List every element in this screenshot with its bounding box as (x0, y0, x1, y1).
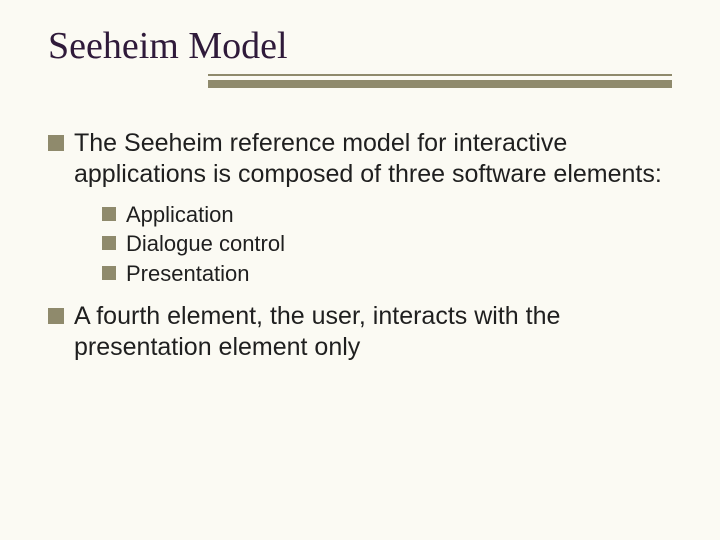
list-item-text: Application (126, 201, 672, 229)
slide: Seeheim Model The Seeheim reference mode… (0, 0, 720, 540)
list-item-text: The Seeheim reference model for interact… (74, 128, 672, 191)
square-bullet-icon (48, 308, 64, 324)
title-underline (48, 74, 672, 88)
list-item: Presentation (102, 260, 672, 288)
title-underline-thin (208, 74, 672, 76)
list-item: A fourth element, the user, interacts wi… (48, 301, 672, 364)
square-bullet-icon (48, 135, 64, 151)
title-underline-thick (208, 80, 672, 88)
list-item: Application (102, 201, 672, 229)
list-item-text: Dialogue control (126, 230, 672, 258)
list-item: The Seeheim reference model for interact… (48, 128, 672, 191)
square-bullet-icon (102, 207, 116, 221)
list-item-text: Presentation (126, 260, 672, 288)
square-bullet-icon (102, 266, 116, 280)
slide-title: Seeheim Model (48, 24, 672, 68)
title-block: Seeheim Model (48, 24, 672, 88)
list-item-text: A fourth element, the user, interacts wi… (74, 301, 672, 364)
square-bullet-icon (102, 236, 116, 250)
slide-body: The Seeheim reference model for interact… (48, 128, 672, 364)
list-item: Dialogue control (102, 230, 672, 258)
sub-list: Application Dialogue control Presentatio… (48, 201, 672, 288)
